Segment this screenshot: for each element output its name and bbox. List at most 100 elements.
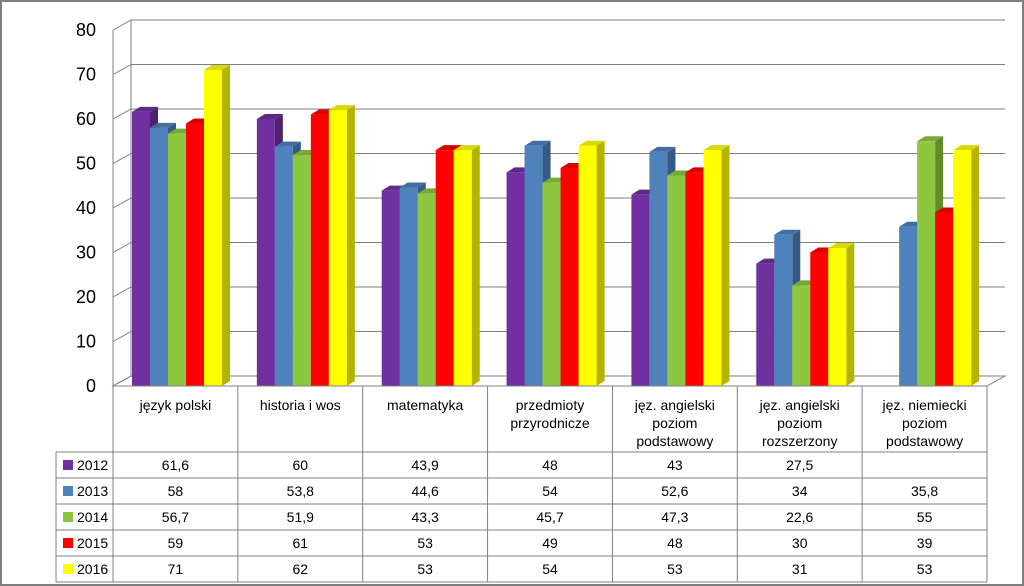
bar-top [274,141,301,147]
data-table-cell: 43,9 [412,457,439,473]
gridline-side [112,64,132,75]
bar-top [256,114,283,119]
bar [756,263,775,386]
legend-key [63,512,73,522]
bar [186,123,204,386]
data-table-cell: 62 [292,561,308,577]
bar-side [596,140,605,386]
data-table-cell: 53 [417,535,433,551]
bar-top [328,105,355,111]
y-tick-label: 20 [76,287,96,307]
bar [560,167,579,386]
data-table-cell: 60 [292,457,308,473]
data-table-cell: 56,7 [162,509,189,525]
bar [685,172,704,386]
data-table-cell: 51,9 [287,509,314,525]
bar [328,110,347,386]
bar-side [222,65,230,387]
bar-top [435,145,462,151]
gridline-side [112,19,132,31]
y-tick-label: 40 [76,198,96,218]
bar-top [150,122,176,128]
y-tick-label: 60 [76,109,96,129]
data-table-cell: 53 [417,561,433,577]
legend-key [63,564,73,574]
bar [399,187,418,386]
data-table-cell: 30 [792,535,808,551]
bar [435,150,454,386]
bar [132,111,150,386]
bar [453,150,472,386]
bar [274,146,293,386]
bar-top [953,145,980,151]
data-table-cell: 48 [542,457,558,473]
bar [578,145,597,386]
data-table-cell: 59 [168,535,184,551]
bar [417,193,436,386]
bar [953,150,972,386]
data-table-cell: 35,8 [911,483,938,499]
legend-label: 2015 [77,535,108,551]
y-tick-label: 30 [76,243,96,263]
bar [542,182,561,386]
legend-key [63,486,73,496]
bar [256,119,275,386]
bar [649,151,668,386]
bar [667,175,686,386]
x-category-label: jęz. niemiecki poziom podstawowy [882,397,967,449]
bar-top [649,146,676,152]
data-table-cell: 61,6 [162,457,189,473]
legend-label: 2013 [77,483,108,499]
bar-top [578,140,605,146]
gridline-side [112,286,132,298]
data-table-cell: 45,7 [536,509,563,525]
bar-top [453,145,480,151]
data-table-cell: 34 [792,483,808,499]
bar-side [721,145,730,386]
bar [381,190,400,386]
bar [917,141,936,386]
bar [168,133,186,386]
bar [774,234,793,386]
bar-top [524,140,551,146]
bar [506,172,525,386]
bar-side [471,145,480,386]
data-table-cell: 61 [292,535,308,551]
data-table-cell: 31 [792,561,808,577]
data-table-cell: 54 [542,561,558,577]
bar [631,194,650,386]
gridline-side [112,242,132,253]
bar-side [346,105,355,386]
bar [204,70,222,387]
data-table-cell: 44,6 [412,483,439,499]
data-table-cell: 49 [542,535,558,551]
x-category-label: matematyka [387,397,463,413]
data-table-cell: 27,5 [786,457,813,473]
bar-top [774,229,801,235]
bar [828,248,847,386]
bar [935,212,954,386]
legend-key [63,460,73,470]
data-table-cell: 55 [917,509,933,525]
data-table-cell: 53 [667,561,683,577]
data-table-cell: 48 [667,535,683,551]
legend-label: 2012 [77,457,108,473]
x-category-label: jęz. angielski poziom podstawowy [634,397,715,449]
bar [524,145,543,386]
x-category-label: historia i wos [260,397,341,413]
data-table-cell: 43,3 [412,509,439,525]
x-category-label: przedmioty przyrodnicze [510,397,590,431]
bar-top [828,243,855,249]
bar-top [917,136,944,142]
bar [703,150,722,386]
bar-top [703,145,730,151]
data-table-cell: 39 [917,535,933,551]
data-table-cell: 52,6 [661,483,688,499]
bar-top [204,65,230,71]
legend-key [63,538,73,548]
bar-top [132,106,158,112]
bar [310,114,329,387]
bar [899,226,918,386]
y-tick-label: 10 [76,332,96,352]
